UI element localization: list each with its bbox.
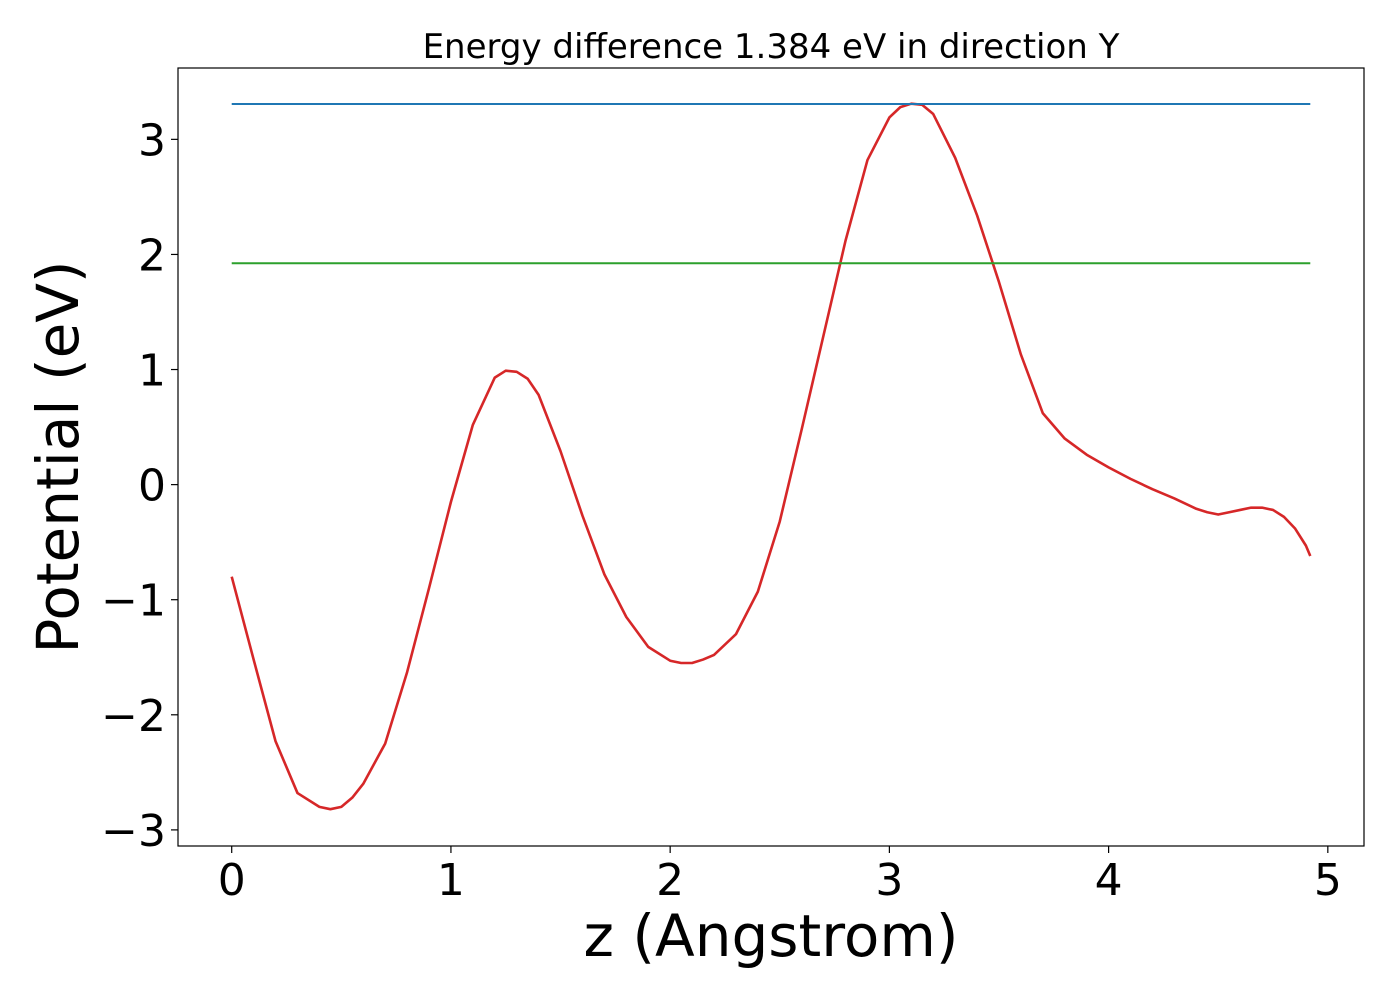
y-tick-label: 2 bbox=[138, 230, 166, 281]
plot-frame bbox=[177, 67, 1365, 847]
potential-curve-0 bbox=[230, 102, 1312, 811]
y-tick-label: −3 bbox=[101, 806, 166, 857]
chart-title: Energy difference 1.384 eV in direction … bbox=[423, 27, 1120, 67]
series-layer bbox=[230, 102, 1312, 811]
y-axis-label: Potential (eV) bbox=[24, 260, 92, 653]
x-tick-label: 5 bbox=[1314, 855, 1342, 906]
y-axis-ticks: −3 −2 −1 0 1 2 3 bbox=[101, 115, 178, 857]
y-tick-label: 0 bbox=[138, 461, 166, 512]
x-tick-label: 3 bbox=[875, 855, 903, 906]
y-tick-label: −1 bbox=[101, 576, 166, 627]
x-tick-label: 1 bbox=[437, 855, 465, 906]
y-tick-label: −2 bbox=[101, 691, 166, 742]
x-tick-label: 4 bbox=[1095, 855, 1123, 906]
x-tick-label: 0 bbox=[218, 855, 246, 906]
y-tick-label: 1 bbox=[138, 346, 166, 397]
x-tick-label: 2 bbox=[656, 855, 684, 906]
y-tick-label: 3 bbox=[138, 115, 166, 166]
x-axis-ticks: 0 1 2 3 4 5 bbox=[218, 846, 1342, 906]
x-axis-label: z (Angstrom) bbox=[584, 902, 959, 970]
